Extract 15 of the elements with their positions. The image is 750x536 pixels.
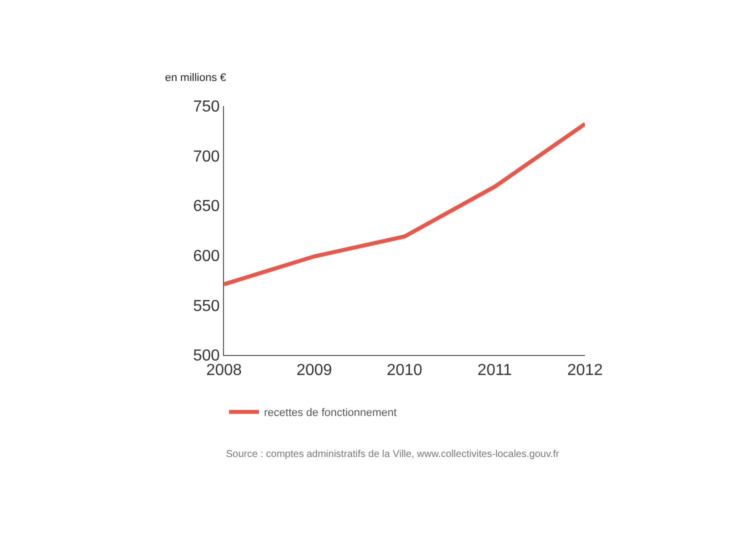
x-tick-label: 2012 xyxy=(567,362,603,380)
y-tick-label: 700 xyxy=(193,148,220,166)
x-tick-label: 2008 xyxy=(206,362,242,380)
legend-label: recettes de fonctionnement xyxy=(264,407,397,420)
y-tick-label: 550 xyxy=(193,298,220,315)
source-note: Source : comptes administratifs de la Ville, www.collectivites-locales.gouv.fr xyxy=(226,449,560,460)
y-tick-label: 650 xyxy=(193,198,220,216)
y-axis-title: en millions € xyxy=(165,72,226,84)
y-tick-label: 600 xyxy=(193,248,220,265)
x-tick-label: 2010 xyxy=(386,362,422,380)
y-tick-label: 500 xyxy=(193,348,220,365)
line-series xyxy=(224,122,585,286)
x-tick-label: 2009 xyxy=(296,362,332,380)
x-tick-label: 2011 xyxy=(478,362,512,380)
y-tick-label: 750 xyxy=(193,98,220,116)
